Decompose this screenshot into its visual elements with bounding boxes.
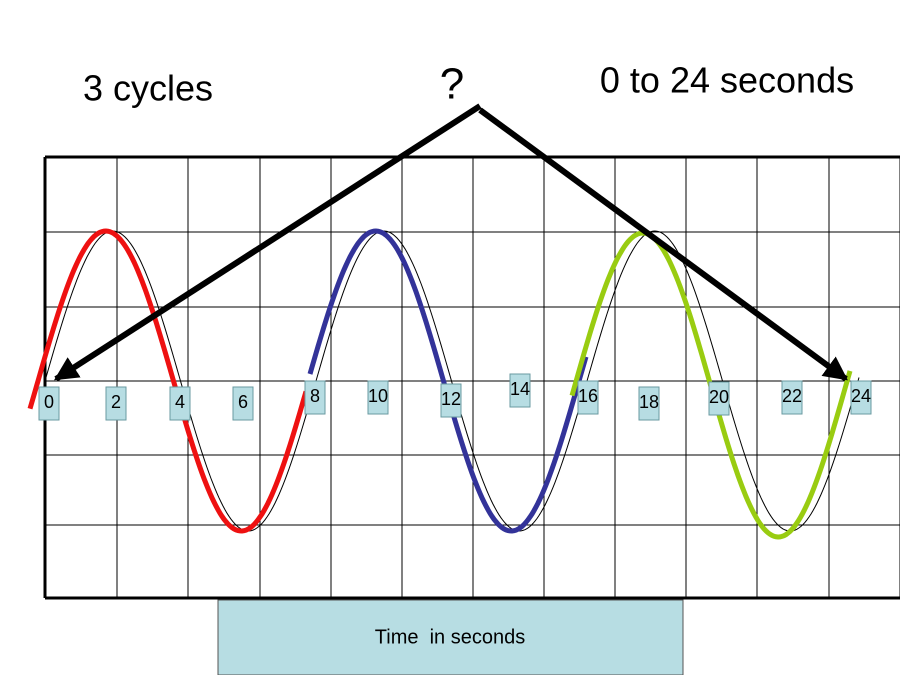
range-text: 0 to 24 seconds [600, 60, 854, 101]
wave [27, 228, 309, 534]
arrow [53, 103, 482, 382]
time-label: 0 [44, 392, 54, 412]
time-label: 6 [238, 392, 248, 412]
grid [43, 155, 900, 600]
caption: Time in seconds [375, 626, 525, 648]
label-box [850, 380, 872, 415]
label-box [105, 386, 127, 421]
label-box [232, 386, 254, 421]
label-box [169, 386, 191, 421]
time-label: 14 [510, 379, 530, 399]
time-label: 2 [111, 392, 121, 412]
time-label: 4 [175, 392, 185, 412]
time-label: 8 [310, 386, 320, 406]
time-label: 16 [578, 386, 598, 406]
time-label: 20 [709, 387, 729, 407]
time-label: 18 [639, 392, 659, 412]
arrow [478, 107, 848, 382]
label-box [708, 381, 730, 416]
label-box [638, 386, 660, 421]
time-label: 12 [441, 389, 461, 409]
label-box [304, 380, 326, 415]
label-box [781, 380, 803, 415]
caption-box [217, 599, 684, 675]
cycles-text: 3 cycles [83, 68, 213, 109]
time-label: 24 [851, 386, 871, 406]
label-box [509, 373, 531, 408]
question-mark: ? [440, 60, 464, 109]
time-labels: 0 2 4 6 8 10 12 14 16 18 20 22 24 [38, 373, 872, 421]
label-box [38, 386, 60, 421]
label-box [577, 380, 599, 415]
time-label: 10 [368, 386, 388, 406]
time-label: 22 [782, 386, 802, 406]
label-box [440, 383, 462, 418]
label-box [367, 380, 389, 415]
